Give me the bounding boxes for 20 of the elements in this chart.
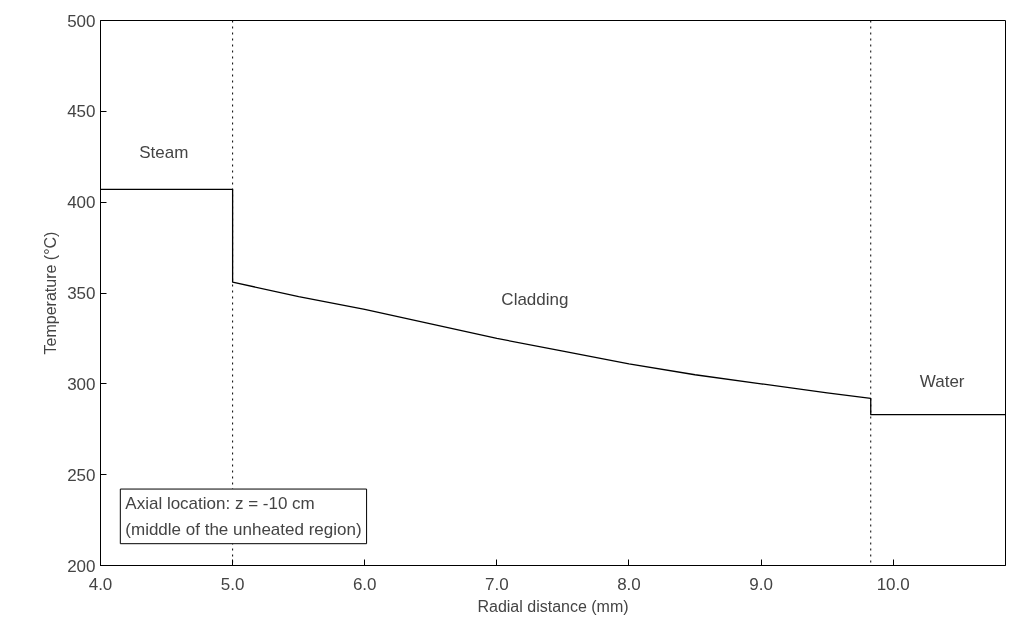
y-tick-label: 200 — [67, 556, 96, 576]
annotation: Cladding — [501, 290, 569, 310]
y-tick-label: 450 — [67, 102, 96, 122]
annotation: Axial location: z = -10 cm (middle of the unheated region) — [125, 494, 362, 539]
x-tick-label: 8.0 — [617, 574, 641, 594]
x-axis-title: Radial distance (mm) — [477, 597, 629, 615]
y-axis-title: Temperature (°C) — [42, 231, 60, 355]
y-tick-label: 500 — [67, 11, 96, 31]
x-tick-label: 6.0 — [352, 574, 377, 594]
x-tick-label: 4.0 — [88, 574, 113, 594]
x-tick-label: 10.0 — [876, 574, 910, 594]
y-tick-label: 400 — [67, 193, 96, 213]
y-tick-label: 300 — [67, 374, 96, 394]
annotation: Steam — [139, 143, 189, 163]
y-tick-label: 250 — [67, 465, 96, 485]
y-tick-label: 350 — [67, 284, 96, 303]
x-tick-label: 7.0 — [485, 574, 509, 594]
x-tick-label: 9.0 — [749, 574, 773, 594]
x-tick-label: 5.0 — [220, 574, 245, 594]
annotation: Water — [919, 372, 965, 392]
